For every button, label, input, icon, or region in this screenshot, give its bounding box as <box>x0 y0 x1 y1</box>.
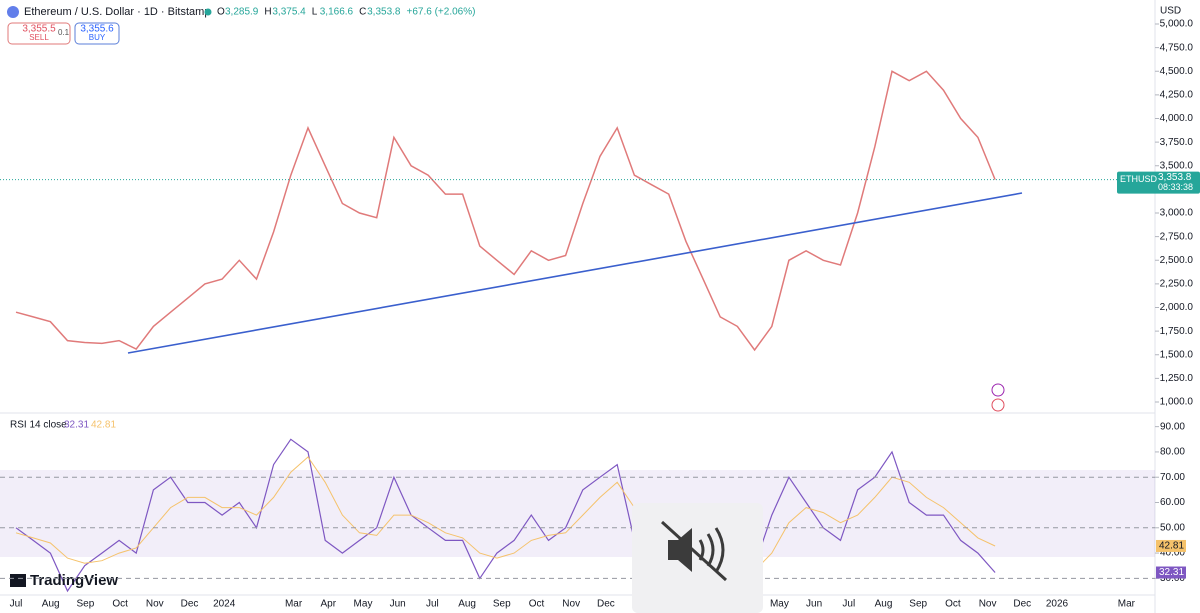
x-tick-label: Oct <box>945 599 961 610</box>
rsi-tick-label: 90.00 <box>1160 421 1185 432</box>
ohlc-value: 3,353.8 <box>367 7 401 18</box>
event-icon[interactable] <box>991 398 1005 412</box>
price-line <box>15 70 996 352</box>
rsi-tag-label: 42.81 <box>1159 541 1184 552</box>
ohlc-value: 3,285.9 <box>225 7 259 18</box>
rsi-tick-label: 70.00 <box>1160 472 1185 483</box>
buy-label: BUY <box>89 33 106 42</box>
y-tick-label: 2,000.0 <box>1160 302 1194 313</box>
x-tick-label: Sep <box>909 599 927 610</box>
x-tick-label: Dec <box>1013 599 1031 610</box>
x-tick-label: 2026 <box>1046 599 1069 610</box>
x-tick-label: Apr <box>321 599 337 610</box>
rsi-tag <box>1156 539 1186 552</box>
x-tick-label: Sep <box>77 599 95 610</box>
x-tick-label: Jul <box>426 599 439 610</box>
mute-overlay[interactable] <box>632 503 763 613</box>
price-tag-price: 3,353.8 <box>1158 172 1192 183</box>
x-tick-label: Sep <box>493 599 511 610</box>
ohlc-value: 3,375.4 <box>272 7 306 18</box>
rsi-tick-label: 50.00 <box>1160 522 1185 533</box>
x-tick-label: Aug <box>458 599 476 610</box>
rsi-tick-label: 60.00 <box>1160 497 1185 508</box>
buy-button[interactable] <box>74 22 120 45</box>
x-tick-label: Nov <box>562 599 580 610</box>
x-tick-label: Jun <box>390 599 406 610</box>
sell-label: SELL <box>29 33 49 42</box>
x-tick-label: Dec <box>597 599 615 610</box>
ohlc-value: 3,166.6 <box>320 7 354 18</box>
speaker-icon <box>668 528 692 572</box>
ohlc-key: L <box>312 7 318 18</box>
x-tick-label: Jul <box>842 599 855 610</box>
y-tick-label: 4,750.0 <box>1160 42 1194 53</box>
qty: 0.1 <box>58 28 70 37</box>
x-tick-label: Aug <box>875 599 893 610</box>
eth-icon <box>7 6 19 18</box>
logo: TradingView <box>30 572 118 589</box>
x-tick-label: Dec <box>181 599 199 610</box>
y-tick-label: 1,750.0 <box>1160 326 1194 337</box>
rsi-value: 32.31 <box>64 420 89 431</box>
y-tick-label: 1,000.0 <box>1160 397 1194 408</box>
x-tick-label: Nov <box>979 599 997 610</box>
buy-price: 3,355.6 <box>80 24 114 35</box>
price-tag-countdown: 08:33:38 <box>1158 182 1193 192</box>
y-tick-label: 3,000.0 <box>1160 208 1194 219</box>
y-tick-label: 1,500.0 <box>1160 349 1194 360</box>
ohlc-key: C <box>359 7 366 18</box>
trend-line <box>127 192 1023 354</box>
sell-price: 3,355.5 <box>22 24 56 35</box>
rsi-label: RSI 14 close <box>10 420 67 431</box>
rsi-ma-line <box>15 456 996 574</box>
status-dot <box>204 8 212 16</box>
rsi-tag-label: 32.31 <box>1159 567 1184 578</box>
sell-button[interactable] <box>7 22 71 45</box>
x-tick-label: Oct <box>112 599 128 610</box>
mute-slash <box>660 520 728 582</box>
x-tick-label: Mar <box>1118 599 1136 610</box>
y-tick-label: 1,250.0 <box>1160 373 1194 384</box>
x-tick-label: Mar <box>285 599 303 610</box>
logo-icon <box>10 574 26 587</box>
y-tick-label: 2,250.0 <box>1160 279 1194 290</box>
ohlc-key: O <box>217 7 225 18</box>
x-tick-label: Nov <box>146 599 164 610</box>
rsi-tick-label: 40.00 <box>1160 548 1185 559</box>
y-tick-label: 2,500.0 <box>1160 255 1194 266</box>
rsi-tag <box>1156 566 1186 579</box>
x-tick-label: Oct <box>529 599 545 610</box>
x-tick-label: May <box>354 599 373 610</box>
symbol: Ethereum / U.S. Dollar · 1D · Bitstamp <box>24 6 210 18</box>
y-tick-label: 3,750.0 <box>1160 137 1194 148</box>
change: +67.6 (+2.06%) <box>407 7 476 18</box>
event-icon[interactable] <box>991 383 1005 397</box>
x-tick-label: 2024 <box>213 599 236 610</box>
y-tick-label: 3,500.0 <box>1160 160 1194 171</box>
y-tick-label: 5,000.0 <box>1160 19 1194 30</box>
currency: USD <box>1160 6 1181 17</box>
x-tick-label: May <box>770 599 789 610</box>
ohlc-key: H <box>264 7 271 18</box>
x-tick-label: Jun <box>806 599 822 610</box>
rsi-band <box>0 470 1155 557</box>
rsi-line <box>15 438 996 593</box>
x-tick-label: Jul <box>10 599 23 610</box>
price-tag <box>1117 171 1200 194</box>
y-tick-label: 2,750.0 <box>1160 231 1194 242</box>
plot <box>15 70 996 593</box>
y-tick-label: 4,500.0 <box>1160 66 1194 77</box>
price-tag-symbol: ETHUSD <box>1120 174 1158 184</box>
y-tick-label: 4,250.0 <box>1160 90 1194 101</box>
rsi-ma-value: 42.81 <box>91 420 116 431</box>
y-tick-label: 4,000.0 <box>1160 113 1194 124</box>
x-tick-label: Aug <box>42 599 60 610</box>
rsi-tick-label: 80.00 <box>1160 447 1185 458</box>
